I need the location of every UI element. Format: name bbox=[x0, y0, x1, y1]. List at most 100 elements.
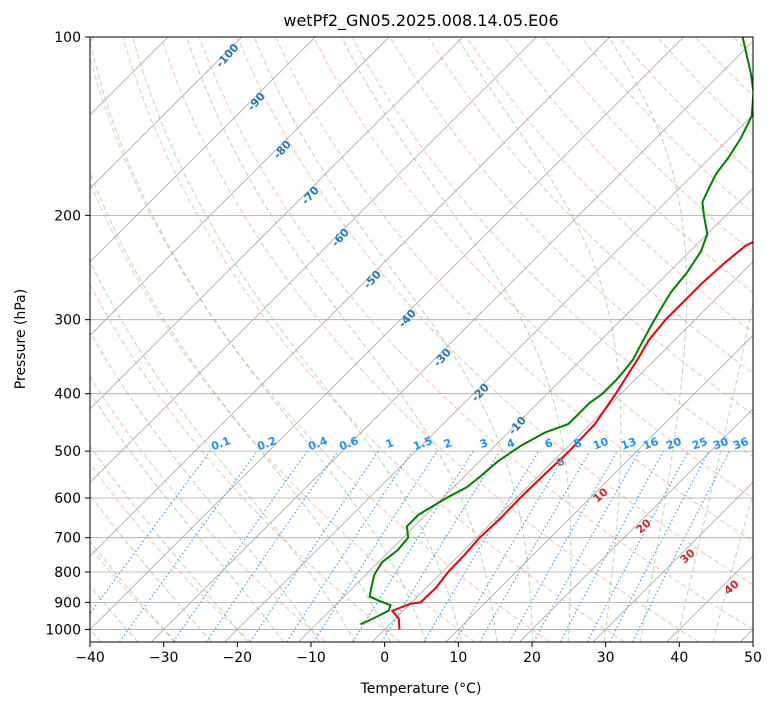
isotherm-line bbox=[90, 37, 611, 557]
mixing-ratio-label: 0.2 bbox=[255, 434, 278, 453]
moist-adiabat-line bbox=[90, 171, 391, 642]
dry-adiabat-label: -30 bbox=[431, 346, 454, 370]
dry-adiabat-label: -100 bbox=[213, 41, 241, 70]
y-axis-label: Pressure (hPa) bbox=[13, 289, 29, 389]
dry-adiabat-label: -20 bbox=[469, 381, 492, 405]
isotherm-line bbox=[90, 37, 463, 410]
mixing-ratio-line bbox=[205, 450, 339, 642]
temperature-line bbox=[390, 240, 753, 630]
moist-adiabat-line bbox=[186, 37, 498, 642]
y-tick-label: 400 bbox=[54, 387, 81, 403]
isotherm-line bbox=[592, 481, 753, 642]
isotherm-line bbox=[445, 334, 753, 642]
dry-adiabat-line bbox=[122, 37, 625, 642]
mixing-ratio-label: 0.4 bbox=[306, 434, 329, 453]
axis-ticks: −40 −30 −20 −10 0 10 20 30 40 50 1000 900 800 700 600 5… bbox=[45, 30, 762, 666]
mixing-ratio-label: 1 bbox=[384, 436, 396, 451]
dry-adiabat-line bbox=[90, 462, 252, 642]
dry-adiabat-line bbox=[236, 37, 753, 586]
dewpoint-line bbox=[360, 37, 753, 626]
mixing-ratio-label: 13 bbox=[619, 435, 638, 452]
background-lines bbox=[90, 37, 753, 642]
mixing-ratio-line bbox=[312, 450, 438, 642]
dry-adiabat-label: -40 bbox=[396, 307, 419, 331]
x-tick-label: 30 bbox=[597, 650, 615, 666]
dry-adiabat-line bbox=[275, 37, 753, 542]
moist-adiabat-label: 40 bbox=[722, 577, 742, 597]
isotherm-line bbox=[224, 114, 753, 642]
isotherm-line bbox=[90, 37, 242, 189]
y-tick-label: 200 bbox=[54, 208, 81, 224]
y-tick-label: 700 bbox=[54, 531, 81, 547]
dry-adiabat-label: -60 bbox=[329, 226, 352, 250]
dry-adiabat-line bbox=[90, 283, 401, 642]
dry-adiabat-line bbox=[618, 37, 753, 175]
mixing-ratio-label: 2 bbox=[442, 436, 454, 451]
mixing-ratio-label: 6 bbox=[543, 436, 555, 451]
mixing-ratio-line bbox=[381, 450, 501, 642]
dry-adiabat-line bbox=[160, 37, 700, 642]
y-tick-label: 900 bbox=[54, 595, 81, 611]
x-tick-label: −40 bbox=[75, 650, 105, 666]
y-tick-label: 300 bbox=[54, 313, 81, 329]
mixing-ratio-line bbox=[533, 450, 640, 642]
isotherm-line bbox=[298, 187, 753, 642]
y-tick-label: 100 bbox=[54, 30, 81, 46]
dry-adiabat-line bbox=[90, 546, 177, 642]
chart-title: wetPf2_GN05.2025.008.14.05.E06 bbox=[283, 11, 558, 31]
dry-adiabat-label: -90 bbox=[245, 90, 268, 114]
mixing-ratio-line bbox=[632, 450, 731, 642]
dry-adiabat-line bbox=[313, 37, 753, 500]
mixing-ratio-label: 36 bbox=[731, 435, 750, 453]
mixing-ratio-line bbox=[352, 450, 474, 642]
mixing-ratio-label: 1.5 bbox=[411, 434, 434, 453]
mixing-ratio-label: 25 bbox=[690, 435, 709, 452]
isotherm-line bbox=[519, 408, 753, 642]
mixing-ratio-line bbox=[423, 450, 540, 642]
x-tick-label: 50 bbox=[744, 650, 762, 666]
mixing-ratio-label: 3 bbox=[478, 436, 490, 451]
mixing-ratio-line bbox=[172, 450, 308, 642]
mixing-ratio-label: 20 bbox=[664, 435, 683, 453]
mixing-ratio-line bbox=[609, 450, 710, 642]
mixing-ratio-line bbox=[90, 450, 211, 615]
moist-adiabat-line bbox=[676, 299, 753, 642]
dry-adiabat-label: -10 bbox=[506, 414, 529, 438]
dry-adiabat-line bbox=[351, 37, 753, 457]
dry-adiabat-line bbox=[90, 375, 326, 642]
mixing-ratio-line bbox=[249, 450, 379, 642]
x-tick-label: 40 bbox=[670, 650, 688, 666]
mixing-ratio-line bbox=[508, 450, 618, 642]
dry-adiabat-line bbox=[389, 37, 753, 416]
mixing-ratio-label: 0.1 bbox=[209, 434, 232, 453]
mixing-ratio-label: 4 bbox=[505, 436, 517, 451]
isotherm-line bbox=[150, 40, 753, 642]
isotherm-line bbox=[90, 37, 684, 631]
x-tick-label: −20 bbox=[223, 650, 253, 666]
x-tick-label: 20 bbox=[523, 650, 541, 666]
mixing-ratio-line bbox=[586, 450, 689, 642]
moist-adiabat-line bbox=[712, 492, 753, 642]
mixing-ratio-label: 8 bbox=[572, 436, 584, 451]
plot-frame bbox=[89, 36, 754, 643]
mixing-ratio-label: 0.6 bbox=[337, 434, 360, 453]
moist-adiabat-line bbox=[132, 37, 462, 642]
mixing-ratio-line bbox=[119, 450, 258, 642]
y-tick-label: 500 bbox=[54, 444, 81, 460]
dry-adiabat-line bbox=[694, 37, 753, 97]
dry-adiabat-label: -80 bbox=[271, 138, 294, 162]
isotherm-line bbox=[90, 37, 316, 263]
y-tick-label: 600 bbox=[54, 491, 81, 507]
moist-adiabat-label: 20 bbox=[634, 516, 654, 536]
dry-adiabat-line bbox=[198, 37, 753, 630]
x-tick-label: −10 bbox=[296, 650, 326, 666]
isotherm-line bbox=[90, 37, 537, 483]
dry-adiabat-line bbox=[465, 37, 753, 334]
moist-adiabat-line bbox=[456, 37, 622, 642]
x-tick-label: 0 bbox=[380, 650, 389, 666]
moist-adiabat-line bbox=[90, 260, 356, 642]
profile-lines bbox=[360, 37, 753, 630]
moist-adiabat-line bbox=[90, 494, 212, 642]
dry-adiabat-line bbox=[427, 37, 753, 374]
moist-adiabat-line bbox=[90, 391, 285, 642]
